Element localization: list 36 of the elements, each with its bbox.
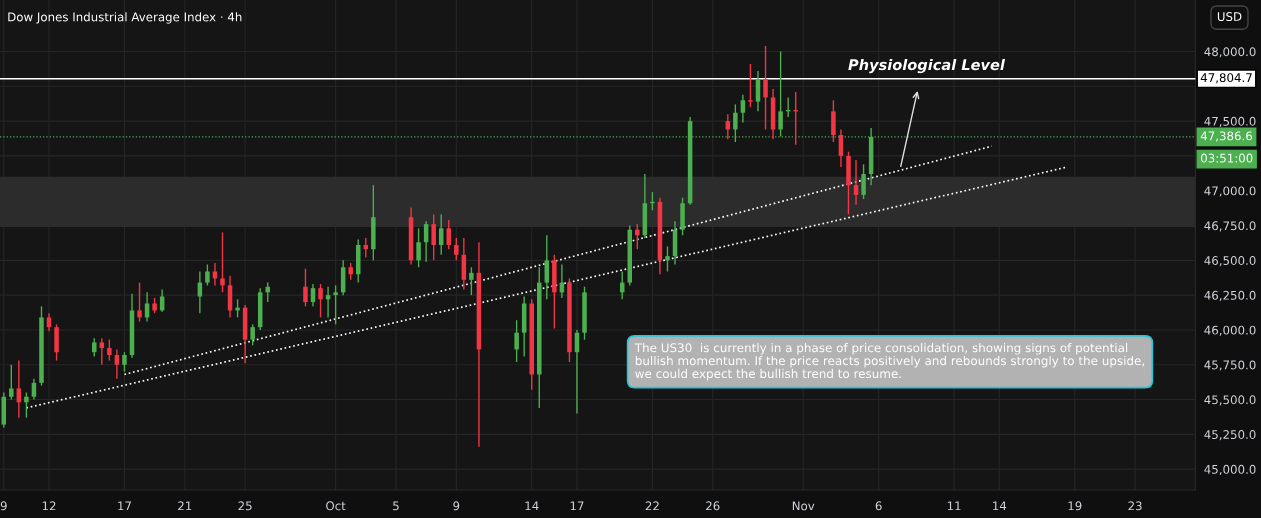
x-tick-label: 17 [118,501,131,511]
x-tick-label: Nov [792,501,815,511]
x-tick-label: 14 [993,501,1007,511]
y-tick-label: 45,000.0 [1204,464,1256,475]
y-tick-label: 48,000.0 [1204,47,1256,58]
x-tick-label: 19 [1068,501,1082,511]
y-tick-label: 47,000.0 [1204,186,1256,197]
y-tick-label: 46,750.0 [1204,221,1256,232]
ref-line-label: 47,804.7 [1200,73,1252,84]
y-tick-label: 46,250.0 [1204,290,1256,301]
x-tick-label: Oct [326,501,346,511]
ref-line-label: 47,386.6 [1200,131,1253,142]
text: Dow Jones Industrial Average Index · 4h [8,12,242,24]
x-tick-label: 26 [706,501,720,511]
x-tick-label: 12 [42,501,56,511]
y-tick-label: 46,500.0 [1204,256,1256,267]
y-tick-label: 45,250.0 [1204,430,1256,441]
x-tick-label: 11 [947,501,961,511]
y-tick-label: 46,000.0 [1204,325,1256,336]
x-tick-label: 23 [1128,501,1142,511]
x-tick-label: 21 [178,501,192,511]
y-tick-label: 47,500.0 [1204,116,1256,127]
x-tick-label: 9 [0,501,7,511]
y-tick-label: 45,500.0 [1204,395,1256,406]
x-tick-label: 5 [393,501,399,511]
x-tick-label: 9 [453,501,460,511]
x-tick-label: 14 [525,501,539,511]
x-tick-label: 22 [645,501,659,511]
x-tick-label: 17 [570,501,584,511]
x-tick-label: 25 [238,501,252,511]
y-tick-label: 45,750.0 [1204,360,1256,371]
y-axis-title: USD [1217,12,1242,22]
annotation: Physiological Level [848,58,1006,74]
annotation: The US30 is currently in a phase of price consolidation, showing signs of potential bullish momentum. If the price reacts positively and rebounds strongly to the upside, we could expect the bullish trend to resume. [634,343,1145,381]
text: 03:51:00 [1200,153,1253,163]
x-tick-label: 6 [875,501,882,511]
